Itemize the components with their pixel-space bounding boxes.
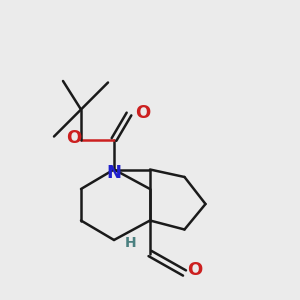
Text: O: O	[188, 261, 202, 279]
Text: O: O	[135, 103, 150, 122]
Text: N: N	[106, 164, 122, 181]
Text: H: H	[125, 236, 136, 250]
Text: O: O	[66, 129, 81, 147]
